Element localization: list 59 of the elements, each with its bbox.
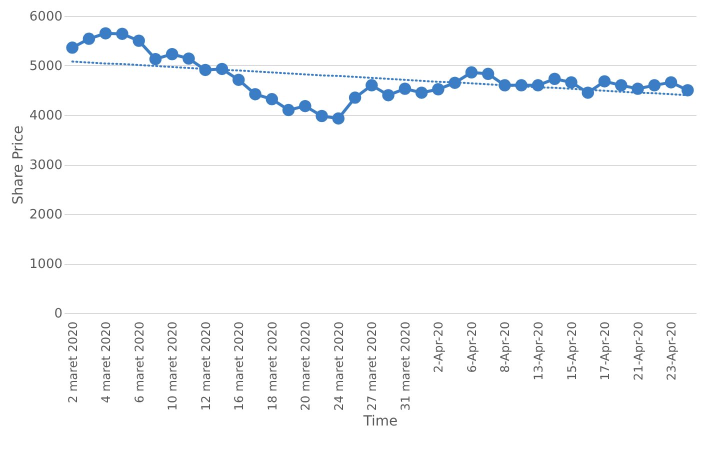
x-tick-label: 8-Apr-20 — [498, 322, 512, 373]
point — [366, 79, 378, 92]
point — [565, 76, 578, 88]
x-tick-label: 6-Apr-20 — [464, 322, 479, 373]
x-tick-label: 17-Apr-20 — [598, 322, 612, 380]
point — [398, 82, 412, 95]
point — [382, 89, 394, 102]
point — [182, 52, 195, 65]
point — [598, 75, 611, 88]
x-tick-label: 2 maret 2020 — [66, 322, 80, 404]
point — [465, 66, 478, 79]
point — [632, 82, 644, 95]
x-tick-label: 27 maret 2020 — [365, 322, 380, 411]
y-tick-label: 2000 — [29, 208, 62, 222]
point — [132, 34, 145, 47]
point — [348, 92, 362, 104]
point — [648, 79, 661, 92]
point — [82, 32, 96, 45]
x-tick-label: 2-Apr-20 — [432, 322, 446, 373]
point — [116, 28, 128, 40]
x-axis-title: Time — [362, 414, 398, 430]
point — [266, 93, 278, 106]
point — [316, 110, 328, 122]
point — [682, 84, 694, 96]
y-axis-title: Share Price — [10, 125, 26, 205]
point — [548, 72, 561, 85]
point — [482, 68, 494, 80]
point — [99, 27, 112, 40]
x-tick-label: 4 maret 2020 — [99, 322, 114, 404]
y-tick-label: 6000 — [29, 10, 62, 24]
x-tick-label: 31 maret 2020 — [398, 322, 412, 411]
x-tick-label: 18 maret 2020 — [265, 322, 280, 411]
point — [166, 48, 178, 60]
x-tick-label: 10 maret 2020 — [166, 322, 180, 411]
x-tick-label: 21-Apr-20 — [631, 322, 646, 380]
y-tick-label: 4000 — [29, 108, 62, 124]
x-tick-label: 15-Apr-20 — [564, 322, 579, 380]
x-tick-label: 13-Apr-20 — [532, 322, 546, 380]
x-tick-label: 23-Apr-20 — [664, 322, 679, 380]
x-tick-label: 24 maret 2020 — [332, 322, 346, 411]
x-tick-label: 6 maret 2020 — [132, 322, 146, 404]
x-tick-label: 12 maret 2020 — [198, 322, 213, 411]
x-tick-label: 16 maret 2020 — [232, 322, 246, 411]
point — [299, 100, 312, 112]
y-tick-label: 1000 — [29, 257, 62, 272]
point — [282, 104, 295, 116]
point — [249, 88, 262, 100]
y-tick-label: 0 — [54, 306, 62, 322]
x-tick-label: 20 maret 2020 — [298, 322, 313, 411]
point — [615, 79, 628, 92]
point — [232, 74, 245, 86]
y-tick-label: 3000 — [29, 158, 62, 173]
point — [432, 83, 444, 96]
y-tick-label: 5000 — [29, 59, 62, 74]
point — [664, 76, 678, 88]
point — [332, 112, 345, 125]
point — [66, 42, 78, 54]
point — [415, 86, 428, 99]
point — [149, 52, 162, 66]
